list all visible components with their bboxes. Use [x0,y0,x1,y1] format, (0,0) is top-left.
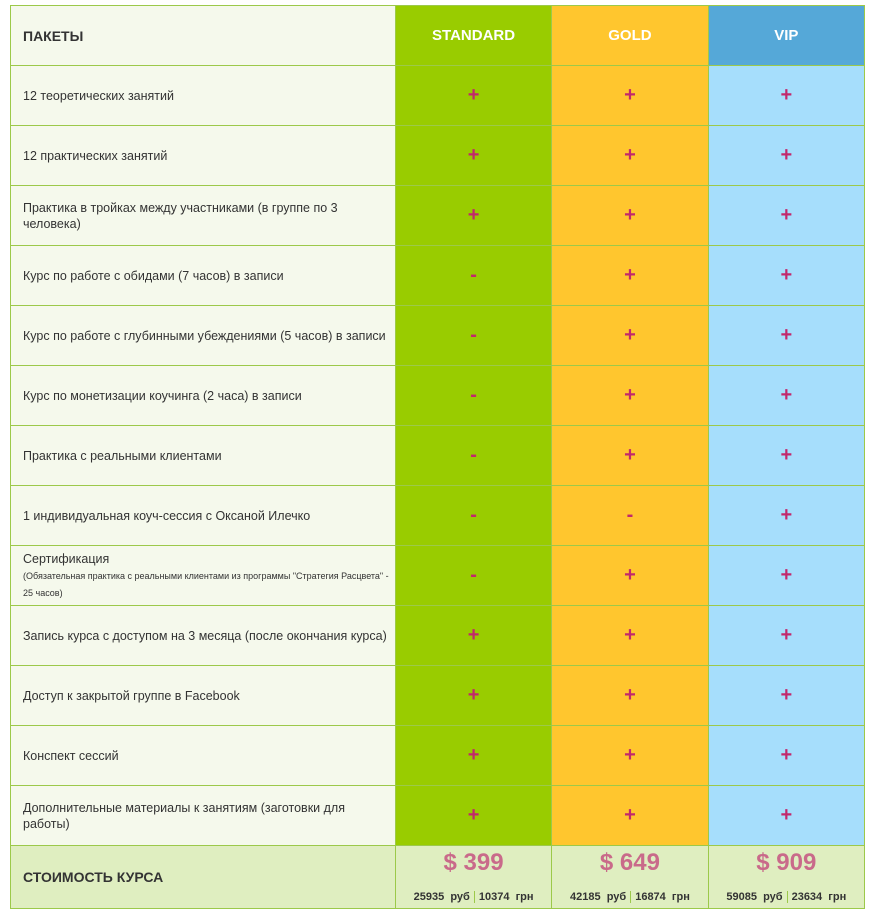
price-uah: 16874 [635,890,666,903]
standard-not-included-mark: - [394,545,553,606]
price-row: СТОИМОСТЬ КУРСА $ 399 25935 руб 10374 грн $ … [10,845,866,909]
standard-not-included-mark: - [394,365,553,426]
standard-not-included-mark: - [394,305,553,366]
standard-included-mark: + [394,185,553,246]
feature-label: 12 практических занятий [10,125,396,186]
gold-included-mark: + [551,785,709,846]
uah-unit: грн [515,890,534,903]
uah-unit: грн [671,890,690,903]
standard-not-included-mark: - [394,425,553,486]
price-rub: 42185 [569,890,601,903]
feature-row: Конспект сессий + + + [10,725,866,786]
feature-row: Курс по работе с глубинными убеждениями … [10,305,866,366]
vip-included-mark: + [707,485,866,546]
uah-unit: грн [828,890,847,903]
standard-included-mark: + [394,665,553,726]
gold-not-included-mark: - [551,485,709,546]
rub-unit: руб [450,890,470,903]
gold-included-mark: + [551,665,709,726]
packages-header: ПАКЕТЫ [10,5,396,66]
feature-label: Курс по монетизации коучинга (2 часа) в … [10,365,396,426]
vip-included-mark: + [707,605,866,666]
gold-included-mark: + [551,605,709,666]
price-usd: $ 649 [599,848,660,876]
feature-row: Практика в тройках между участниками (в … [10,185,866,246]
vip-included-mark: + [707,785,866,846]
divider [630,890,632,903]
plan-gold-header: GOLD [551,5,709,66]
vip-included-mark: + [707,665,866,726]
feature-row: 12 практических занятий + + + [10,125,866,186]
feature-note: (Обязательная практика с реальными клиен… [23,570,389,598]
feature-row: Сертификация (Обязательная практика с реа… [10,545,866,606]
feature-label: Практика с реальными клиентами [10,425,396,486]
vip-included-mark: + [707,545,866,606]
gold-included-mark: + [551,725,709,786]
vip-included-mark: + [707,185,866,246]
standard-not-included-mark: - [394,485,553,546]
feature-row: 12 теоретических занятий + + + [10,65,866,126]
divider [473,890,475,903]
gold-included-mark: + [551,305,709,366]
divider [786,890,788,903]
vip-included-mark: + [707,725,866,786]
feature-label: Запись курса с доступом на 3 месяца (пос… [10,605,396,666]
price-uah: 23634 [791,890,823,903]
price-uah: 10374 [478,890,510,903]
feature-row: Дополнительные материалы к занятиям (заг… [10,785,866,846]
gold-included-mark: + [551,245,709,306]
standard-included-mark: + [394,785,553,846]
rub-unit: руб [606,890,627,903]
gold-included-mark: + [551,185,709,246]
standard-included-mark: + [394,605,553,666]
price-usd: $ 399 [443,848,504,876]
standard-included-mark: + [394,125,553,186]
gold-included-mark: + [551,545,709,606]
header-row: ПАКЕТЫ STANDARD GOLD VIP [10,5,866,66]
feature-row: 1 индивидуальная коуч-сессия с Оксаной И… [10,485,866,546]
feature-label: Практика в тройках между участниками (в … [10,185,396,246]
gold-included-mark: + [551,125,709,186]
feature-row: Доступ к закрытой группе в Facebook + + + [10,665,866,726]
feature-label: 1 индивидуальная коуч-сессия с Оксаной И… [10,485,396,546]
vip-included-mark: + [707,305,866,366]
feature-row: Практика с реальными клиентами - + + [10,425,866,486]
gold-included-mark: + [551,65,709,126]
standard-price: $ 399 25935 руб 10374 грн [394,845,553,909]
feature-label: Дополнительные материалы к занятиям (заг… [10,785,396,846]
feature-label: Курс по работе с обидами (7 часов) в зап… [10,245,396,306]
vip-included-mark: + [707,125,866,186]
price-usd: $ 909 [756,848,817,876]
vip-price: $ 909 59085 руб 23634 грн [707,845,866,909]
price-rub: 25935 [413,890,445,903]
feature-label: Курс по работе с глубинными убеждениями … [10,305,396,366]
price-label: СТОИМОСТЬ КУРСА [10,845,396,909]
vip-included-mark: + [707,365,866,426]
plan-standard-header: STANDARD [394,5,553,66]
feature-row: Курс по монетизации коучинга (2 часа) в … [10,365,866,426]
feature-row: Курс по работе с обидами (7 часов) в зап… [10,245,866,306]
vip-included-mark: + [707,245,866,306]
feature-label: Сертификация (Обязательная практика с реа… [10,545,396,606]
gold-price: $ 649 42185 руб 16874 грн [551,845,709,909]
price-rub: 59085 [726,890,757,903]
plan-vip-header: VIP [707,5,866,66]
feature-label: Конспект сессий [10,725,396,786]
rub-unit: руб [763,890,783,903]
standard-included-mark: + [394,65,553,126]
vip-included-mark: + [707,65,866,126]
feature-label: Доступ к закрытой группе в Facebook [10,665,396,726]
feature-label: 12 теоретических занятий [10,65,396,126]
feature-row: Запись курса с доступом на 3 месяца (пос… [10,605,866,666]
standard-included-mark: + [394,725,553,786]
vip-included-mark: + [707,425,866,486]
gold-included-mark: + [551,365,709,426]
pricing-table: ПАКЕТЫ STANDARD GOLD VIP 12 теоретически… [10,5,866,909]
gold-included-mark: + [551,425,709,486]
standard-not-included-mark: - [394,245,553,306]
